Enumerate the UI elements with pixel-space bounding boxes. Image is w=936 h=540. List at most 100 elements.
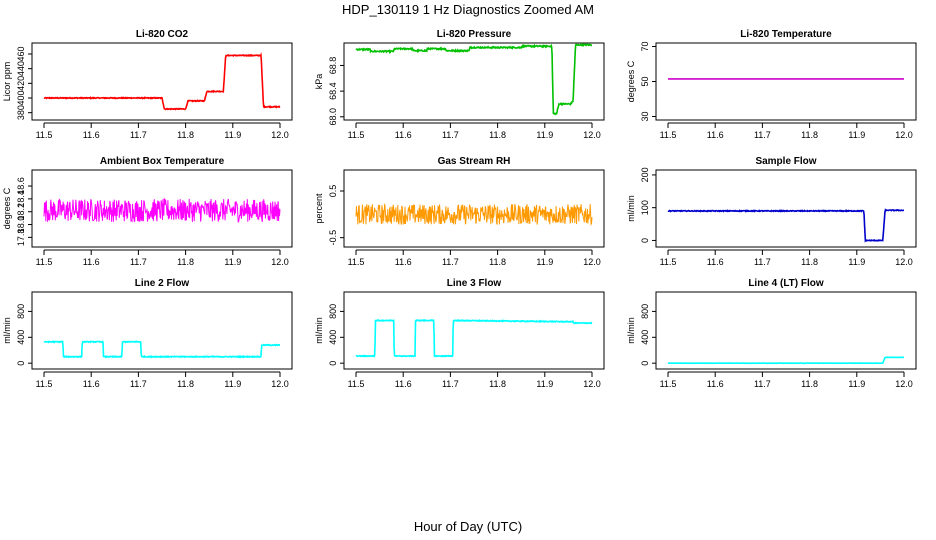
x-tick-label: 11.7: [130, 379, 147, 389]
y-tick-label: 440: [16, 61, 26, 76]
x-tick-label: 12.0: [895, 379, 913, 389]
series-line: [43, 340, 281, 359]
y-tick-label: 0: [640, 238, 650, 243]
y-tick-label: 420: [16, 76, 26, 91]
x-tick-label: 12.0: [583, 379, 601, 389]
x-tick-label: 11.9: [536, 130, 553, 140]
chart-panel: Line 3 Flow 11.5 11.6 11.7 11.8 11.9 12.0 0 400 8…: [314, 278, 605, 389]
chart-panel: Li-820 CO2 11.5 11.6 11.7 11.8 11.9 12.0 380400…: [2, 29, 293, 140]
y-tick-label: 800: [640, 304, 650, 319]
plot-frame: [343, 291, 605, 370]
y-tick-label: 17.8: [16, 229, 26, 247]
chart-panel: Sample Flow 11.5 11.6 11.7 11.8 11.9 12.0 0 100 2…: [626, 156, 917, 267]
y-tick-label: 200: [640, 167, 650, 182]
series-line: [667, 208, 904, 243]
x-tick-label: 11.8: [489, 130, 506, 140]
x-tick-label: 11.9: [536, 379, 553, 389]
x-tick-label: 11.5: [36, 379, 53, 389]
y-tick-label: 800: [16, 304, 26, 319]
y-tick-label: 0.5: [328, 185, 338, 198]
y-tick-label: 18.2: [16, 203, 26, 221]
y-tick-label: 50: [640, 76, 650, 86]
x-tick-label: 11.5: [348, 257, 365, 267]
y-tick-label: 18.0: [16, 216, 26, 234]
panel-title: Li-820 Pressure: [437, 29, 512, 40]
chart-panel: Line 4 (LT) Flow 11.5 11.6 11.7 11.8 11.9 12.0…: [626, 278, 917, 389]
x-tick-label: 11.6: [83, 130, 100, 140]
x-tick-label: 11.5: [660, 257, 677, 267]
x-tick-label: 12.0: [271, 257, 289, 267]
y-tick-label: 460: [16, 46, 26, 61]
panel-title: Sample Flow: [755, 156, 816, 167]
x-tick-label: 11.6: [707, 257, 724, 267]
chart-panel: Gas Stream RH 11.5 11.6 11.7 11.8 11.9 12.0 -0.…: [314, 156, 605, 267]
y-tick-label: 70: [640, 41, 650, 51]
y-tick-label: -0.5: [328, 230, 338, 246]
y-axis-label: percent: [314, 193, 324, 224]
series-line: [43, 52, 281, 111]
x-tick-label: 11.5: [36, 130, 53, 140]
x-tick-label: 11.6: [83, 257, 100, 267]
x-tick-label: 11.7: [754, 257, 771, 267]
x-tick-label: 11.6: [395, 130, 412, 140]
x-tick-label: 12.0: [895, 130, 913, 140]
x-tick-label: 11.9: [224, 257, 241, 267]
x-tick-label: 12.0: [271, 379, 289, 389]
x-tick-label: 12.0: [583, 257, 601, 267]
x-tick-label: 11.9: [848, 130, 865, 140]
y-tick-label: 800: [328, 304, 338, 319]
x-tick-label: 12.0: [895, 257, 913, 267]
y-tick-label: 0: [640, 361, 650, 366]
panel-title: Line 3 Flow: [447, 278, 502, 289]
y-tick-label: 400: [640, 330, 650, 345]
y-axis-label: ml/min: [2, 317, 12, 344]
y-tick-label: 0: [328, 361, 338, 366]
chart-panel: Line 2 Flow 11.5 11.6 11.7 11.8 11.9 12.0 0 400 8…: [2, 278, 293, 389]
y-tick-label: 30: [640, 111, 650, 121]
panel-title: Ambient Box Temperature: [100, 156, 225, 167]
x-tick-label: 11.8: [489, 257, 506, 267]
x-tick-label: 11.8: [177, 257, 194, 267]
plot-frame: [343, 169, 605, 248]
y-tick-label: 400: [328, 330, 338, 345]
x-tick-label: 11.5: [660, 130, 677, 140]
x-tick-label: 11.7: [754, 379, 771, 389]
y-tick-label: 68.0: [328, 108, 338, 126]
x-tick-label: 11.7: [442, 130, 459, 140]
panel-title: Gas Stream RH: [438, 156, 511, 167]
plot-frame: [31, 42, 293, 121]
y-tick-label: 0: [16, 361, 26, 366]
y-tick-label: 18.6: [16, 177, 26, 195]
figure-title: HDP_130119 1 Hz Diagnostics Zoomed AM: [342, 2, 594, 17]
x-tick-label: 11.7: [754, 130, 771, 140]
y-axis-label: degrees C: [2, 187, 12, 229]
series-line: [667, 356, 905, 365]
x-tick-label: 11.6: [395, 257, 412, 267]
plot-frame: [31, 291, 293, 370]
x-tick-label: 11.9: [536, 257, 553, 267]
x-tick-label: 12.0: [271, 130, 289, 140]
y-tick-label: 18.4: [16, 190, 26, 208]
x-tick-label: 11.7: [442, 379, 459, 389]
y-tick-label: 380: [16, 105, 26, 120]
plot-frame: [655, 169, 917, 248]
x-tick-label: 11.6: [707, 379, 724, 389]
y-tick-label: 68.4: [328, 82, 338, 100]
chart-panel: Ambient Box Temperature 11.5 11.6 11.7 11.8 1…: [2, 156, 293, 267]
x-tick-label: 11.7: [130, 257, 147, 267]
plot-frame: [343, 42, 605, 121]
x-tick-label: 11.9: [848, 379, 865, 389]
x-tick-label: 11.6: [395, 379, 412, 389]
x-tick-label: 12.0: [583, 130, 601, 140]
x-tick-label: 11.8: [177, 379, 194, 389]
y-axis-label: degrees C: [626, 60, 636, 102]
x-tick-label: 11.8: [801, 130, 818, 140]
series-line: [355, 42, 592, 116]
panel-title: Li-820 Temperature: [740, 29, 832, 40]
x-tick-label: 11.6: [83, 379, 100, 389]
y-axis-label: Licor ppm: [2, 62, 12, 102]
series-line: [43, 197, 281, 223]
y-axis-label: kPa: [314, 74, 324, 90]
